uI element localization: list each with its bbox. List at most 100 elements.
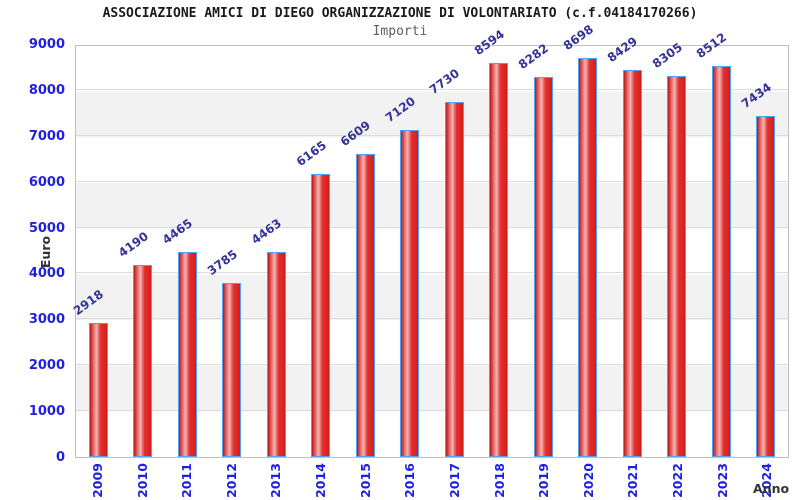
y-tick-label: 0 — [55, 450, 65, 465]
gridline — [76, 226, 788, 228]
x-slot: 2017 — [432, 461, 477, 500]
bar-value-label: 8305 — [649, 39, 685, 71]
y-tick-label: 4000 — [28, 266, 65, 282]
bar-value-label: 4463 — [249, 216, 285, 248]
bar-value-label: 7120 — [382, 94, 418, 126]
chart-title: ASSOCIAZIONE AMICI DI DIEGO ORGANIZZAZIO… — [102, 6, 698, 21]
bar-slot-2015: 6609 — [338, 46, 388, 457]
x-slot: 2011 — [164, 461, 209, 500]
bar-slot-2017: 7730 — [427, 46, 477, 457]
y-tick-label: 7000 — [28, 128, 65, 144]
x-slot: 2015 — [343, 461, 388, 500]
x-tick-label: 2013 — [268, 463, 284, 498]
x-slot: 2009 — [75, 461, 120, 500]
bar-value-label: 4190 — [115, 228, 151, 260]
x-axis-title: Anno — [753, 481, 790, 496]
bar-slot-2024: 7434 — [739, 46, 789, 457]
bar-slot-2009: 2918 — [71, 46, 121, 457]
bar-2016 — [400, 130, 420, 457]
bar-slot-2013: 4463 — [249, 46, 299, 457]
x-slot: 2022 — [655, 461, 700, 500]
x-slot: 2019 — [521, 461, 566, 500]
bar-2023 — [711, 66, 731, 457]
x-tick-label: 2017 — [446, 463, 462, 498]
y-tick-label: 6000 — [28, 174, 65, 190]
y-tick-label: 1000 — [28, 404, 65, 420]
x-tick-label: 2010 — [134, 463, 150, 498]
bar-slot-2021: 8429 — [605, 34, 655, 457]
plot-area: 2918 4190 4465 3785 4463 6165 6609 7120 7730 8594… — [71, 22, 789, 458]
gridline — [76, 318, 788, 320]
bar-value-label: 6165 — [293, 138, 329, 170]
gridline — [76, 272, 788, 274]
x-tick-label: 2015 — [357, 463, 373, 498]
bar-slot-2023: 8512 — [694, 30, 744, 457]
bar-2022 — [667, 75, 687, 457]
x-slot: 2013 — [254, 461, 299, 500]
x-slot: 2016 — [387, 461, 432, 500]
x-tick-label: 2018 — [491, 463, 507, 498]
y-tick-label: 5000 — [28, 220, 65, 236]
bar-2010 — [133, 264, 153, 457]
bar-value-label: 7434 — [738, 79, 774, 111]
bar-slot-2011: 4465 — [160, 46, 210, 457]
x-slot: 2018 — [477, 461, 522, 500]
bar-2020 — [578, 57, 598, 457]
gridline — [76, 364, 788, 366]
x-tick-label: 2023 — [714, 463, 730, 498]
y-tick-label: 2000 — [28, 358, 65, 374]
x-tick-label: 2011 — [179, 463, 195, 498]
y-tick-label: 3000 — [28, 312, 65, 328]
bar-slot-2018: 8594 — [472, 27, 522, 457]
bar-2017 — [444, 102, 464, 457]
bars-row: 2918 4190 4465 3785 4463 6165 6609 7120 7730 8594… — [71, 22, 789, 457]
bar-slot-2020: 8698 — [561, 22, 611, 457]
x-slot: 2010 — [120, 461, 165, 500]
bar-2011 — [177, 252, 197, 457]
x-tick-label: 2020 — [580, 463, 596, 498]
bar-2018 — [489, 62, 509, 457]
bar-value-label: 8429 — [605, 34, 641, 66]
bar-2012 — [222, 283, 242, 457]
bar-value-label: 6609 — [338, 117, 374, 149]
bar-slot-2014: 6165 — [294, 46, 344, 457]
x-slot: 2020 — [566, 461, 611, 500]
y-tick-label: 8000 — [28, 82, 65, 98]
x-slot: 2021 — [611, 461, 656, 500]
bar-slot-2010: 4190 — [116, 46, 166, 457]
x-tick-label: 2022 — [669, 463, 685, 498]
bar-2014 — [311, 174, 331, 457]
gridline — [76, 88, 788, 90]
bar-slot-2019: 8282 — [516, 41, 566, 457]
chart-subtitle: Importi — [372, 24, 428, 39]
x-slot: 2023 — [700, 461, 745, 500]
y-tick-label: 9000 — [28, 37, 65, 52]
bar-2015 — [355, 153, 375, 457]
gridline — [76, 134, 788, 136]
bar-value-label: 2918 — [71, 287, 107, 319]
gridline — [76, 180, 788, 182]
bar-value-label: 3785 — [204, 247, 240, 279]
y-axis-labels: 0 1000 2000 3000 4000 5000 6000 7000 8000 9000 — [0, 37, 70, 465]
bar-slot-2022: 8305 — [650, 40, 700, 457]
x-tick-label: 2019 — [536, 463, 552, 498]
bar-value-label: 4465 — [160, 216, 196, 248]
x-axis-labels: 2009 2010 2011 2012 2013 2014 2015 2016 2017 2018… — [75, 461, 789, 500]
bar-2021 — [622, 70, 642, 457]
x-tick-label: 2009 — [89, 463, 105, 498]
bar-slot-2016: 7120 — [383, 46, 433, 457]
x-slot: 2014 — [298, 461, 343, 500]
x-tick-label: 2016 — [402, 463, 418, 498]
bar-value-label: 7730 — [427, 66, 463, 98]
bar-2009 — [88, 323, 108, 457]
x-slot: 2012 — [209, 461, 254, 500]
bar-2019 — [533, 76, 553, 457]
x-tick-label: 2014 — [312, 463, 328, 498]
x-tick-label: 2012 — [223, 463, 239, 498]
bar-slot-2012: 3785 — [205, 46, 255, 457]
x-tick-label: 2021 — [625, 463, 641, 498]
bar-2013 — [266, 252, 286, 457]
gridline — [76, 410, 788, 412]
bar-2024 — [756, 115, 776, 457]
